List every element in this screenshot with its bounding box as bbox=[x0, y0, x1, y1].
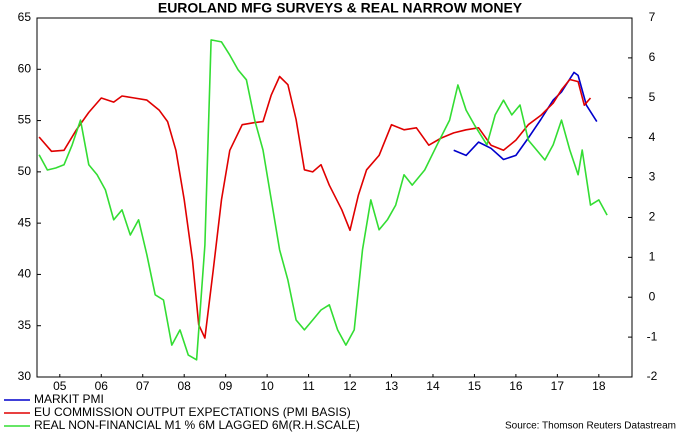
y2-tick-label: 3 bbox=[649, 170, 656, 184]
x-tick-label: 17 bbox=[551, 379, 565, 393]
y2-tick-label: 1 bbox=[649, 250, 656, 264]
series-line bbox=[38, 75, 592, 339]
y2-tick-label: -2 bbox=[647, 369, 658, 383]
y2-tick-label: 6 bbox=[649, 50, 656, 64]
x-tick-label: 08 bbox=[178, 379, 192, 393]
x-tick-label: 11 bbox=[302, 379, 315, 393]
x-tick-label: 12 bbox=[343, 379, 357, 393]
y2-tick-label: 2 bbox=[649, 210, 656, 224]
y2-tick-label: -1 bbox=[647, 329, 658, 343]
chart-title: EUROLAND MFG SURVEYS & REAL NARROW MONEY bbox=[158, 0, 523, 16]
x-tick-label: 09 bbox=[219, 379, 233, 393]
x-tick-label: 16 bbox=[509, 379, 523, 393]
x-tick-label: 07 bbox=[136, 379, 150, 393]
y2-tick-label: 7 bbox=[649, 10, 656, 24]
legend-label: REAL NON-FINANCIAL M1 % 6M LAGGED 6M(R.H… bbox=[34, 418, 360, 432]
x-tick-label: 18 bbox=[592, 379, 606, 393]
y-tick-label: 35 bbox=[18, 318, 32, 332]
y2-tick-label: 4 bbox=[649, 130, 656, 144]
legend-label: EU COMMISSION OUTPUT EXPECTATIONS (PMI B… bbox=[34, 405, 351, 419]
x-tick-label: 10 bbox=[260, 379, 274, 393]
y2-tick-label: 0 bbox=[649, 289, 656, 303]
series-line bbox=[38, 39, 608, 361]
x-tick-label: 06 bbox=[95, 379, 109, 393]
y-tick-label: 30 bbox=[18, 369, 32, 383]
x-tick-label: 05 bbox=[53, 379, 67, 393]
y-tick-label: 60 bbox=[18, 61, 32, 75]
x-tick-label: 15 bbox=[468, 379, 482, 393]
y-tick-label: 50 bbox=[18, 164, 32, 178]
x-tick-label: 13 bbox=[385, 379, 399, 393]
series-line bbox=[453, 71, 598, 161]
y2-tick-label: 5 bbox=[649, 90, 656, 104]
legend-label: MARKIT PMI bbox=[34, 392, 104, 406]
x-tick-label: 14 bbox=[426, 379, 440, 393]
y-tick-label: 45 bbox=[18, 215, 32, 229]
source-note: Source: Thomson Reuters Datastream bbox=[505, 421, 676, 432]
y-tick-label: 65 bbox=[18, 10, 32, 24]
plot-frame bbox=[36, 17, 633, 378]
y-tick-label: 55 bbox=[18, 113, 32, 127]
y-tick-label: 40 bbox=[18, 267, 32, 281]
